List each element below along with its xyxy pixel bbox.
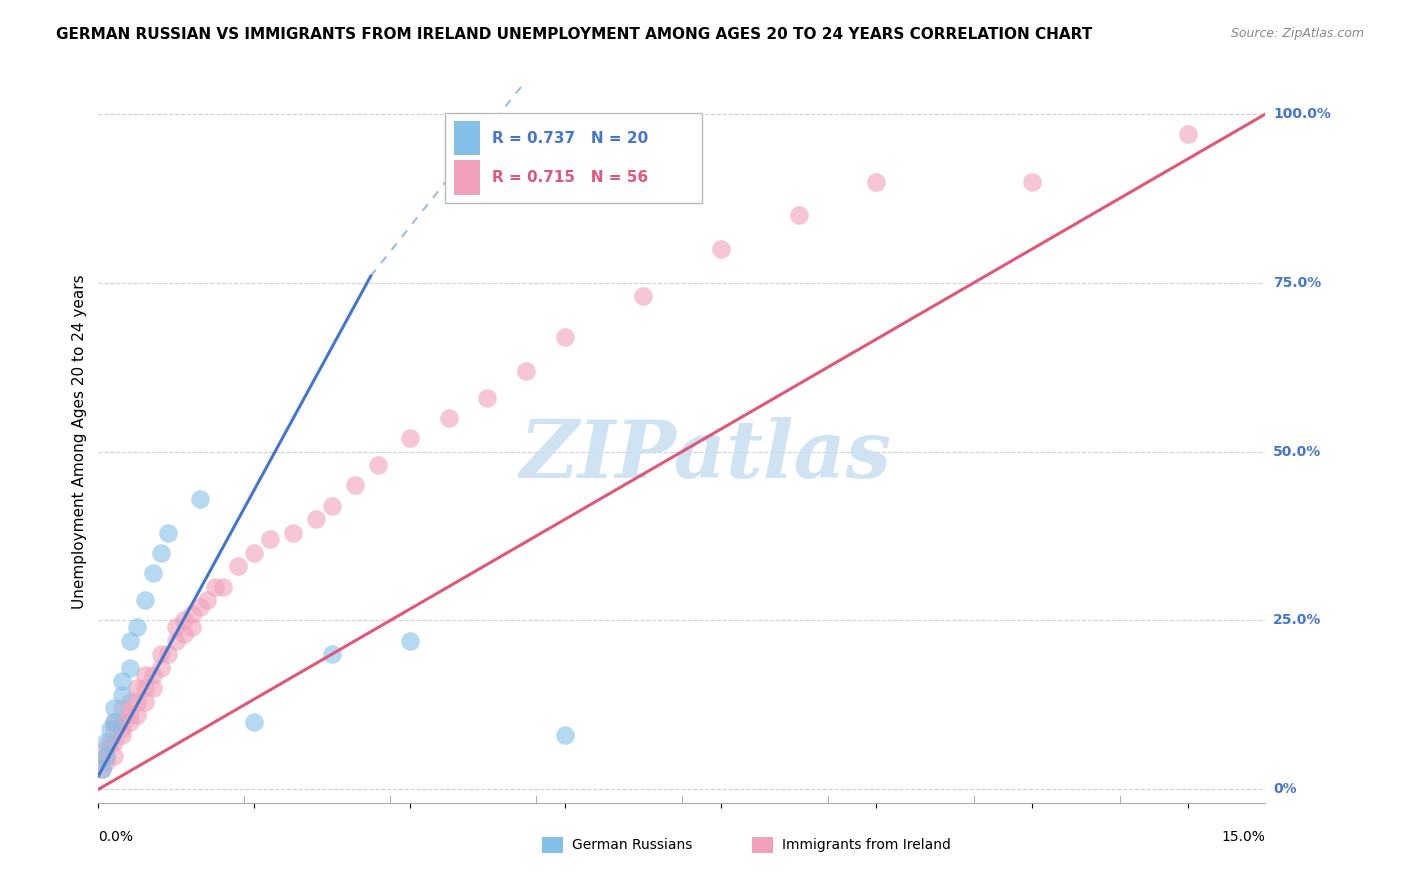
Point bbox=[1021, 175, 1043, 189]
Point bbox=[142, 681, 165, 695]
Point bbox=[367, 458, 389, 472]
Point bbox=[127, 620, 149, 634]
Point bbox=[149, 661, 172, 675]
Text: 25.0%: 25.0% bbox=[1274, 614, 1322, 627]
Text: 0%: 0% bbox=[1274, 782, 1296, 797]
Point bbox=[118, 633, 141, 648]
Point bbox=[118, 708, 141, 723]
Point bbox=[212, 580, 235, 594]
Text: GERMAN RUSSIAN VS IMMIGRANTS FROM IRELAND UNEMPLOYMENT AMONG AGES 20 TO 24 YEARS: GERMAN RUSSIAN VS IMMIGRANTS FROM IRELAN… bbox=[56, 27, 1092, 42]
Point bbox=[103, 714, 125, 729]
Y-axis label: Unemployment Among Ages 20 to 24 years: Unemployment Among Ages 20 to 24 years bbox=[72, 274, 87, 609]
Bar bbox=[454, 120, 479, 155]
Point bbox=[173, 627, 195, 641]
Point bbox=[865, 175, 887, 189]
FancyBboxPatch shape bbox=[446, 112, 702, 203]
Text: German Russians: German Russians bbox=[572, 838, 693, 852]
Point bbox=[281, 525, 304, 540]
Point bbox=[398, 431, 420, 445]
Text: Source: ZipAtlas.com: Source: ZipAtlas.com bbox=[1230, 27, 1364, 40]
Point bbox=[554, 728, 576, 742]
Bar bbox=[752, 837, 773, 853]
Point bbox=[118, 661, 141, 675]
Point bbox=[165, 633, 187, 648]
Point bbox=[787, 208, 810, 222]
Point bbox=[91, 762, 114, 776]
Point bbox=[243, 714, 266, 729]
Point bbox=[142, 566, 165, 581]
Point bbox=[1177, 128, 1199, 142]
Point bbox=[204, 580, 226, 594]
Point bbox=[96, 741, 118, 756]
Point bbox=[554, 330, 576, 344]
Point bbox=[165, 620, 187, 634]
Point bbox=[103, 748, 125, 763]
Text: 50.0%: 50.0% bbox=[1274, 445, 1322, 458]
Point bbox=[103, 735, 125, 749]
Point bbox=[111, 714, 134, 729]
Point bbox=[477, 391, 499, 405]
Point bbox=[515, 364, 537, 378]
Point bbox=[243, 546, 266, 560]
Point bbox=[134, 593, 156, 607]
Point bbox=[157, 525, 180, 540]
Text: 15.0%: 15.0% bbox=[1222, 830, 1265, 844]
Point bbox=[134, 667, 156, 681]
Point bbox=[149, 546, 172, 560]
Text: ZIPatlas: ZIPatlas bbox=[519, 417, 891, 495]
Point bbox=[398, 633, 420, 648]
Point bbox=[134, 694, 156, 708]
Point bbox=[259, 533, 281, 547]
Text: Immigrants from Ireland: Immigrants from Ireland bbox=[782, 838, 950, 852]
Point bbox=[96, 756, 118, 770]
Point bbox=[91, 762, 114, 776]
Point bbox=[180, 620, 202, 634]
Point bbox=[188, 491, 211, 506]
Point bbox=[127, 681, 149, 695]
Point bbox=[157, 647, 180, 661]
Point bbox=[142, 667, 165, 681]
Point bbox=[188, 599, 211, 614]
Point bbox=[321, 647, 343, 661]
Point bbox=[127, 708, 149, 723]
Point bbox=[98, 722, 121, 736]
Point bbox=[228, 559, 250, 574]
Point bbox=[111, 722, 134, 736]
Point bbox=[111, 728, 134, 742]
Point bbox=[103, 714, 125, 729]
Text: R = 0.737   N = 20: R = 0.737 N = 20 bbox=[492, 130, 648, 145]
Point bbox=[96, 748, 118, 763]
Point bbox=[103, 701, 125, 715]
Point bbox=[134, 681, 156, 695]
Text: R = 0.715   N = 56: R = 0.715 N = 56 bbox=[492, 170, 648, 186]
Text: 0.0%: 0.0% bbox=[98, 830, 134, 844]
Point bbox=[180, 607, 202, 621]
Point bbox=[127, 694, 149, 708]
Point bbox=[344, 478, 367, 492]
Point bbox=[631, 289, 654, 303]
Point bbox=[173, 614, 195, 628]
Point bbox=[111, 701, 134, 715]
Point bbox=[321, 499, 343, 513]
Point bbox=[710, 242, 733, 256]
Point bbox=[195, 593, 218, 607]
Point bbox=[305, 512, 328, 526]
Bar bbox=[541, 837, 562, 853]
Bar bbox=[454, 161, 479, 195]
Point bbox=[96, 735, 118, 749]
Point bbox=[118, 714, 141, 729]
Point bbox=[118, 694, 141, 708]
Point bbox=[149, 647, 172, 661]
Text: 75.0%: 75.0% bbox=[1274, 276, 1322, 290]
Point bbox=[96, 748, 118, 763]
Point bbox=[98, 735, 121, 749]
Point bbox=[111, 688, 134, 702]
Text: 100.0%: 100.0% bbox=[1274, 107, 1331, 121]
Point bbox=[111, 674, 134, 689]
Point bbox=[103, 722, 125, 736]
Point bbox=[437, 411, 460, 425]
